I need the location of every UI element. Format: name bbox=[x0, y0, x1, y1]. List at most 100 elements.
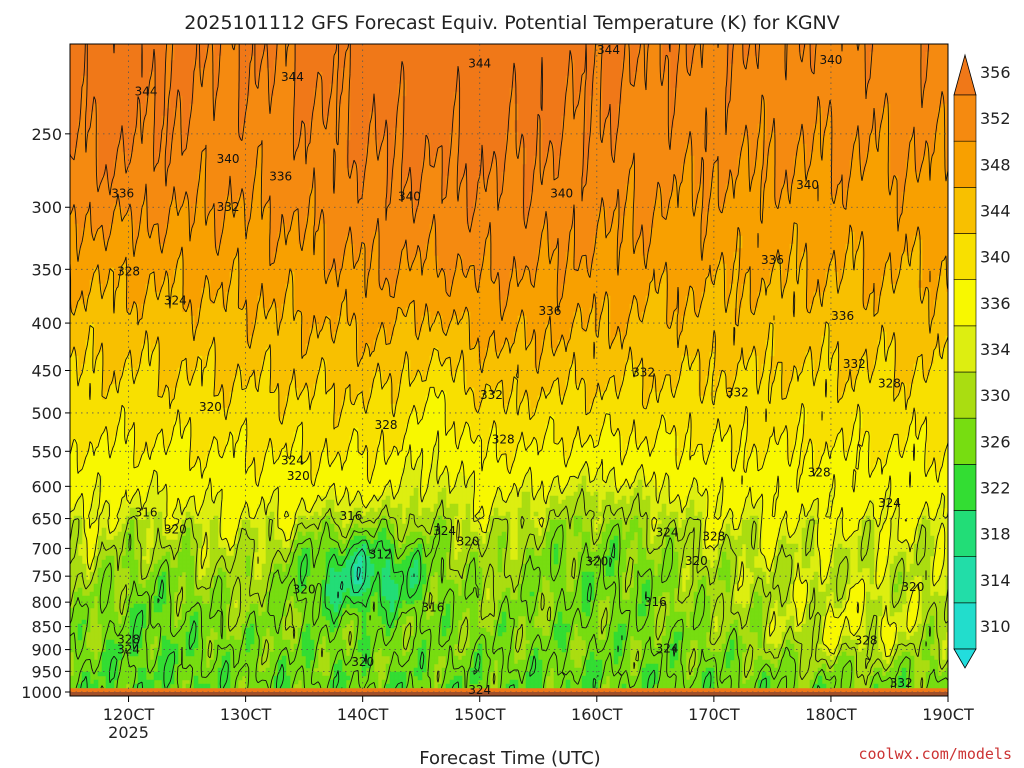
x-tick-label: 170CT bbox=[688, 705, 740, 724]
contour-label: 320 bbox=[351, 655, 374, 669]
y-tick-label: 300 bbox=[31, 198, 62, 217]
contour-label: 332 bbox=[726, 385, 749, 399]
colorbar-tick-label: 322 bbox=[980, 478, 1011, 497]
colorbar-tick-label: 310 bbox=[980, 617, 1011, 636]
colorbar-bottom-arrow bbox=[953, 648, 977, 669]
y-tick-label: 350 bbox=[31, 260, 62, 279]
contour-label: 324 bbox=[468, 683, 491, 697]
contour-label: 332 bbox=[632, 365, 655, 379]
contour-label: 316 bbox=[421, 601, 444, 615]
contour-label: 324 bbox=[433, 524, 456, 538]
colorbar-band bbox=[953, 94, 977, 142]
x-tick-label: 180CT bbox=[805, 705, 857, 724]
contour-label: 332 bbox=[890, 676, 913, 690]
x-tick-label: 150CT bbox=[454, 705, 506, 724]
contour-fill-band bbox=[70, 44, 948, 313]
y-tick-label: 500 bbox=[31, 404, 62, 423]
contour-line-332 bbox=[70, 488, 948, 689]
contour-fill-band bbox=[70, 387, 948, 657]
colorbar-band bbox=[953, 187, 977, 234]
contour-label: 332 bbox=[480, 388, 503, 402]
colorbar-top-arrow bbox=[953, 53, 977, 96]
contour-label: 328 bbox=[117, 265, 140, 279]
colorbar-tick-label: 318 bbox=[980, 525, 1011, 544]
y-tick-label: 450 bbox=[31, 361, 62, 380]
contour-label: 336 bbox=[539, 304, 562, 318]
y-tick-label: 950 bbox=[31, 662, 62, 681]
contour-label: 324 bbox=[878, 496, 901, 510]
contour-label: 324 bbox=[656, 526, 679, 540]
colorbar-band bbox=[953, 325, 977, 373]
colorbar-band bbox=[953, 371, 977, 419]
contour-label: 340 bbox=[550, 187, 573, 201]
colorbar-band bbox=[953, 556, 977, 604]
y-tick-label: 700 bbox=[31, 539, 62, 558]
contour-label: 328 bbox=[492, 432, 515, 446]
contour-label: 336 bbox=[831, 309, 854, 323]
plot-area bbox=[70, 44, 948, 696]
y-tick-label: 550 bbox=[31, 442, 62, 461]
contour-line-344 bbox=[70, 315, 948, 430]
contour-lines bbox=[70, 44, 948, 689]
contour-label: 340 bbox=[796, 178, 819, 192]
contour-line-320 bbox=[337, 548, 415, 599]
contour-label: 316 bbox=[340, 509, 363, 523]
contour-line-336 bbox=[70, 430, 948, 658]
x-axis-title: Forecast Time (UTC) bbox=[419, 748, 600, 768]
contour-label: 320 bbox=[901, 580, 924, 594]
contour-label: 328 bbox=[702, 530, 725, 544]
contour-label: 316 bbox=[644, 595, 667, 609]
y-axis: 250 300 350 400 450 500 550 600 650 700 750 800 850 9… bbox=[21, 125, 70, 702]
contour-line-316 bbox=[356, 566, 361, 581]
contour-label: 320 bbox=[293, 582, 316, 596]
colorbar-band bbox=[953, 279, 977, 327]
y-tick-label: 400 bbox=[31, 314, 62, 333]
contour-label: 344 bbox=[135, 84, 158, 98]
y-tick-label: 750 bbox=[31, 567, 62, 586]
x-tick-label: 190CT bbox=[922, 705, 974, 724]
contour-fill-band bbox=[70, 223, 948, 429]
contour-line-352 bbox=[70, 91, 948, 321]
colorbar-band bbox=[953, 464, 977, 511]
y-tick-label: 600 bbox=[31, 477, 62, 496]
colorbar-tick-label: 336 bbox=[980, 294, 1011, 313]
x-tick-label: 130CT bbox=[220, 705, 272, 724]
filled-contours bbox=[70, 44, 948, 696]
contour-label: 316 bbox=[135, 505, 158, 519]
contour-label: 324 bbox=[164, 293, 187, 307]
contour-line-356 bbox=[70, 44, 930, 233]
credit-text: coolwx.com/models bbox=[858, 745, 1012, 763]
contour-label: 320 bbox=[164, 523, 187, 537]
y-tick-label: 900 bbox=[31, 641, 62, 660]
contour-fill-band bbox=[70, 515, 948, 689]
contour-label: 328 bbox=[808, 466, 831, 480]
contour-label: 320 bbox=[685, 554, 708, 568]
contour-label: 312 bbox=[369, 548, 392, 562]
chart-title: 2025101112 GFS Forecast Equiv. Potential… bbox=[184, 12, 840, 34]
y-tick-label: 250 bbox=[31, 125, 62, 144]
contour-label: 332 bbox=[843, 357, 866, 371]
colorbar-tick-label: 334 bbox=[980, 340, 1011, 359]
y-tick-label: 650 bbox=[31, 510, 62, 529]
contour-label: 340 bbox=[217, 152, 240, 166]
contour-label: 320 bbox=[287, 469, 310, 483]
contour-label: 320 bbox=[585, 554, 608, 568]
contour-label: 340 bbox=[398, 189, 421, 203]
contour-label: 336 bbox=[111, 187, 134, 201]
contour-label: 320 bbox=[457, 534, 480, 548]
x-axis-year: 2025 bbox=[108, 723, 149, 742]
colorbar-tick-label: 340 bbox=[980, 248, 1011, 267]
colorbar-tick-label: 348 bbox=[980, 155, 1011, 174]
contour-label: 324 bbox=[281, 454, 304, 468]
contour-label: 328 bbox=[855, 634, 878, 648]
colorbar-tick-label: 314 bbox=[980, 571, 1011, 590]
x-tick-label: 140CT bbox=[337, 705, 389, 724]
contour-label: 336 bbox=[761, 253, 784, 267]
colorbar-tick-label: 352 bbox=[980, 109, 1011, 128]
colorbar-tick-label: 330 bbox=[980, 386, 1011, 405]
colorbar-band bbox=[953, 140, 977, 188]
colorbar-tick-label: 356 bbox=[980, 63, 1011, 82]
colorbar-band bbox=[953, 233, 977, 280]
